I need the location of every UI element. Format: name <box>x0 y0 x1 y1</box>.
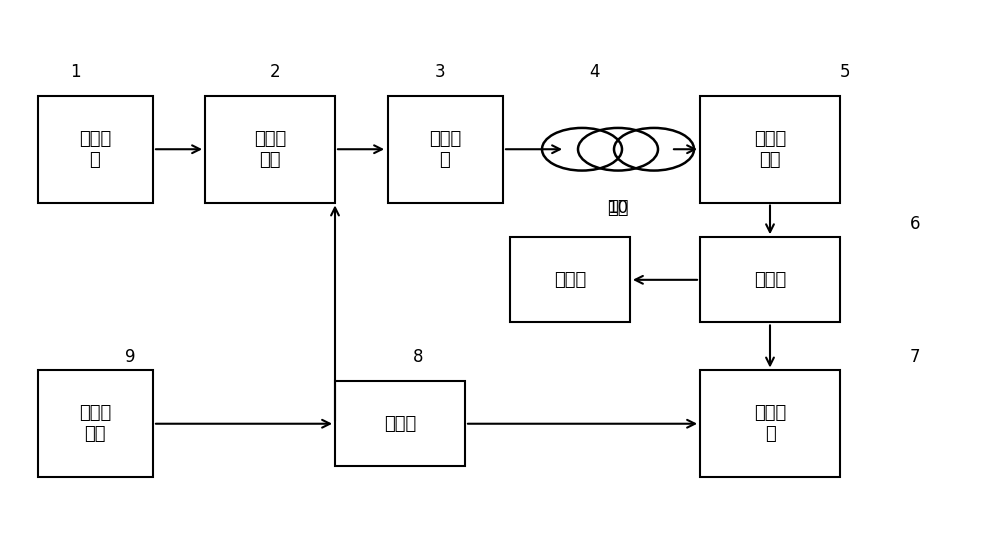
Bar <box>38 370 152 477</box>
Bar <box>700 370 840 477</box>
Text: 电放大
器: 电放大 器 <box>754 405 786 443</box>
Text: 1: 1 <box>70 63 80 81</box>
Text: 扫频光
源: 扫频光 源 <box>79 130 111 168</box>
Text: 光纤: 光纤 <box>607 199 629 217</box>
Text: 被测信
号源: 被测信 号源 <box>79 405 111 443</box>
Text: 光电探
测器: 光电探 测器 <box>754 130 786 168</box>
Bar <box>388 96 503 203</box>
Text: 2: 2 <box>270 63 280 81</box>
Text: 4: 4 <box>590 63 600 81</box>
Text: 10: 10 <box>607 199 629 217</box>
Bar <box>205 96 335 203</box>
Bar <box>38 96 152 203</box>
Text: 相位调
制器: 相位调 制器 <box>254 130 286 168</box>
Text: 示波器: 示波器 <box>554 271 586 289</box>
Text: 功分器: 功分器 <box>754 271 786 289</box>
Text: 功分器: 功分器 <box>384 415 416 433</box>
Text: 6: 6 <box>910 215 920 233</box>
Text: 8: 8 <box>413 348 423 366</box>
Bar <box>510 237 630 322</box>
Bar <box>700 237 840 322</box>
Text: 光滤波
器: 光滤波 器 <box>429 130 461 168</box>
Text: 5: 5 <box>840 63 850 81</box>
Bar <box>700 96 840 203</box>
Text: 3: 3 <box>435 63 445 81</box>
Bar <box>335 381 465 466</box>
Text: 9: 9 <box>125 348 135 366</box>
Text: 7: 7 <box>910 348 920 366</box>
